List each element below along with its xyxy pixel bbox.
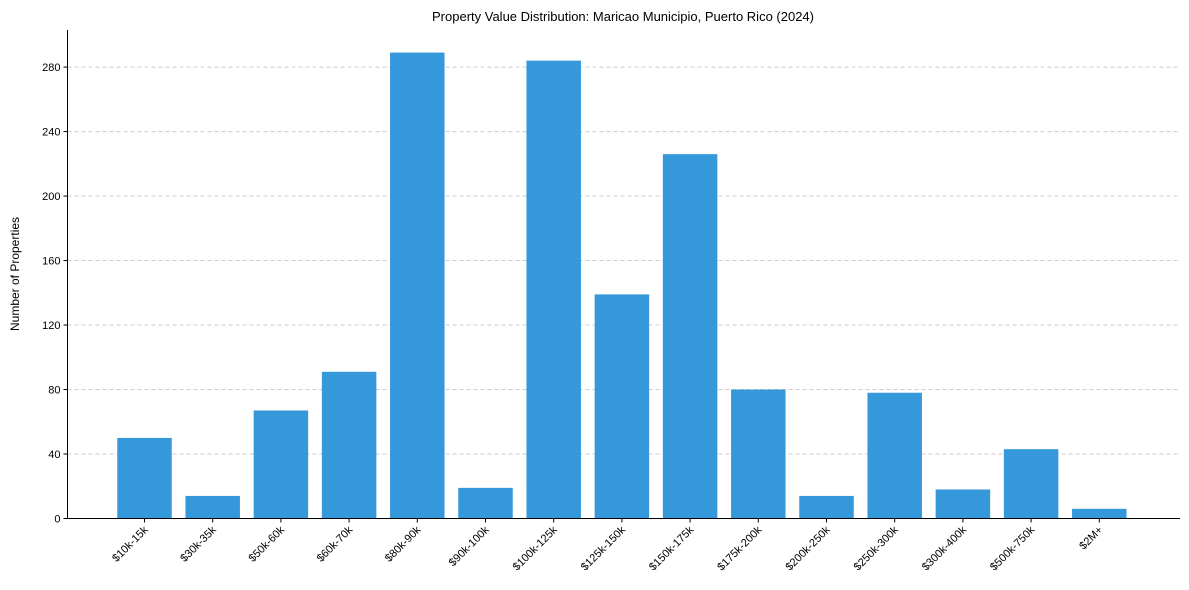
bar xyxy=(526,60,581,519)
x-tick-label: $90k-100k xyxy=(447,524,492,569)
x-tick-label: $50k-60k xyxy=(247,524,288,565)
bar xyxy=(185,495,240,519)
bar xyxy=(117,437,172,519)
x-tick-label: $10k-15k xyxy=(110,524,151,565)
y-tick-label: 0 xyxy=(54,514,60,526)
y-tick-label: 160 xyxy=(42,256,60,268)
bar xyxy=(390,52,445,519)
y-tick-label: 120 xyxy=(42,320,60,332)
y-tick-label: 200 xyxy=(42,191,60,203)
bar xyxy=(594,294,650,519)
bar xyxy=(321,371,377,519)
bar xyxy=(935,489,991,519)
x-tick-label: $500k-750k xyxy=(988,524,1037,573)
bar xyxy=(799,495,854,519)
x-tick-label: $150k-175k xyxy=(647,524,696,573)
x-tick-label: $60k-70k xyxy=(315,524,356,565)
bar xyxy=(1003,449,1059,519)
x-tick-label: $100k-125k xyxy=(511,524,560,573)
bar xyxy=(1072,508,1127,519)
x-tick-label: $200k-250k xyxy=(783,524,832,573)
bar xyxy=(867,392,922,519)
bar xyxy=(458,487,513,519)
y-tick-label: 240 xyxy=(42,127,60,139)
bars xyxy=(117,52,1127,519)
x-tick-label: $300k-400k xyxy=(920,524,969,573)
x-ticks: $10k-15k $30k-35k $50k-60k $60k-70k $80k-90k… xyxy=(110,518,1105,573)
y-tick-label: 40 xyxy=(48,449,60,461)
y-tick-label: 280 xyxy=(42,62,60,74)
y-ticks: 0 40 80 120 160 200 240 280 xyxy=(42,62,68,526)
bar xyxy=(731,389,786,519)
chart-title: Property Value Distribution: Maricao Mun… xyxy=(432,9,814,24)
bar xyxy=(253,410,309,519)
bar xyxy=(662,154,718,519)
x-tick-label: $30k-35k xyxy=(178,524,219,565)
axes xyxy=(67,30,1180,519)
x-tick-label: $80k-90k xyxy=(383,524,424,565)
y-axis-label: Number of Properties xyxy=(8,217,22,331)
y-tick-label: 80 xyxy=(48,385,60,397)
x-tick-label: $175k-200k xyxy=(715,524,764,573)
x-tick-label: $125k-150k xyxy=(579,524,628,573)
x-tick-label: $250k-300k xyxy=(852,524,901,573)
x-tick-label: $2M+ xyxy=(1077,524,1105,552)
